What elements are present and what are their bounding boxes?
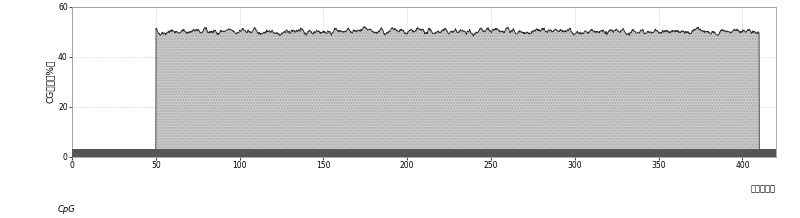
- Y-axis label: CG含量（%）: CG含量（%）: [46, 60, 55, 103]
- Text: （碱基对）: （碱基对）: [751, 184, 776, 193]
- Text: CpG: CpG: [58, 205, 76, 214]
